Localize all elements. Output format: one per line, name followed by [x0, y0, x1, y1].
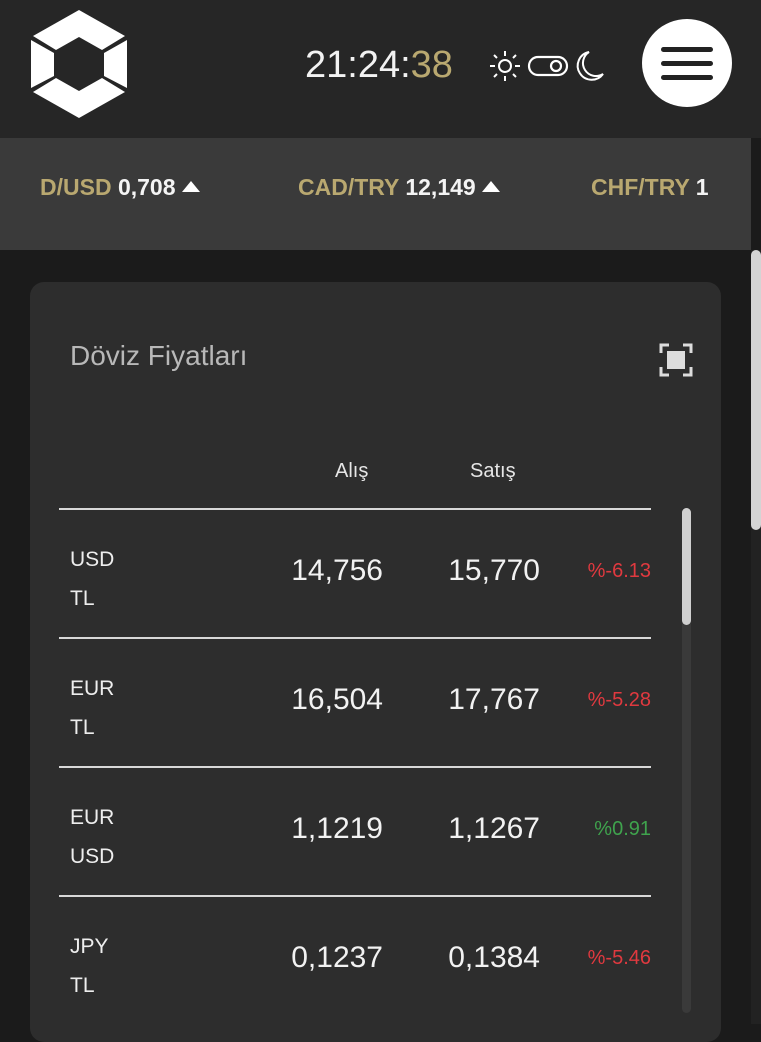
buy-price: 0,1237 — [291, 941, 383, 974]
page-scrollbar-thumb[interactable] — [751, 250, 761, 530]
table-scrollbar[interactable] — [682, 508, 691, 1013]
ticker-item[interactable]: D/USD 0,708 — [40, 174, 200, 201]
table-row[interactable]: EUR USD 1,1219 1,1267 %0.91 — [59, 766, 651, 895]
buy-price: 16,504 — [291, 683, 383, 716]
column-header-buy: Alış — [335, 460, 369, 482]
change-percent: %-5.28 — [587, 689, 651, 711]
currency-pair: JPY TL — [70, 927, 109, 1005]
base-currency: JPY — [70, 935, 109, 958]
fullscreen-icon[interactable] — [659, 343, 693, 377]
ticker-item[interactable]: CHF/TRY 1 — [591, 174, 709, 200]
card-title: Döviz Fiyatları — [70, 340, 248, 371]
change-percent: %-6.13 — [587, 560, 651, 582]
base-currency: EUR — [70, 806, 115, 829]
currency-pair: USD TL — [70, 540, 114, 618]
buy-price: 1,1219 — [291, 812, 383, 845]
app-header: 21:24:38 — [0, 0, 761, 138]
currency-ticker: D/USD 0,708 CAD/TRY 12,149 CHF/TRY 1 — [0, 138, 751, 250]
sun-icon — [490, 51, 520, 81]
sell-price: 15,770 — [448, 554, 540, 587]
column-header-sell: Satış — [470, 460, 516, 482]
quote-currency: TL — [70, 587, 95, 610]
quote-currency: TL — [70, 974, 95, 997]
toggle-switch-icon[interactable] — [527, 54, 569, 78]
clock-seconds: 38 — [410, 44, 453, 86]
quote-currency: TL — [70, 716, 95, 739]
quote-currency: USD — [70, 845, 115, 868]
currency-pair: EUR TL — [70, 669, 114, 747]
sell-price: 17,767 — [448, 683, 540, 716]
table-row[interactable]: EUR TL 16,504 17,767 %-5.28 — [59, 637, 651, 766]
sell-price: 0,1384 — [448, 941, 540, 974]
hamburger-menu-button[interactable] — [642, 19, 732, 107]
clock-hours-minutes: 21:24: — [305, 44, 411, 86]
up-arrow-icon — [481, 181, 500, 192]
table-row[interactable]: USD TL 14,756 15,770 %-6.13 — [59, 508, 651, 637]
ticker-item[interactable]: CAD/TRY 12,149 — [298, 174, 500, 201]
logo-icon[interactable] — [28, 8, 130, 120]
buy-price: 14,756 — [291, 554, 383, 587]
page-scrollbar[interactable] — [751, 250, 761, 1024]
sell-price: 1,1267 — [448, 812, 540, 845]
theme-toggle[interactable] — [487, 48, 607, 84]
change-percent: %-5.46 — [587, 947, 651, 969]
currency-prices-card: Döviz Fiyatları Alış Satış USD TL 14,756 … — [30, 282, 721, 1042]
change-percent: %0.91 — [594, 818, 651, 840]
moon-icon — [576, 51, 604, 81]
currency-pair: EUR USD — [70, 798, 114, 876]
table-row[interactable]: JPY TL 0,1237 0,1384 %-5.46 — [59, 895, 651, 1024]
clock: 21:24:38 — [305, 44, 453, 87]
base-currency: USD — [70, 548, 115, 571]
table-scrollbar-thumb[interactable] — [682, 508, 691, 625]
up-arrow-icon — [181, 181, 200, 192]
base-currency: EUR — [70, 677, 115, 700]
